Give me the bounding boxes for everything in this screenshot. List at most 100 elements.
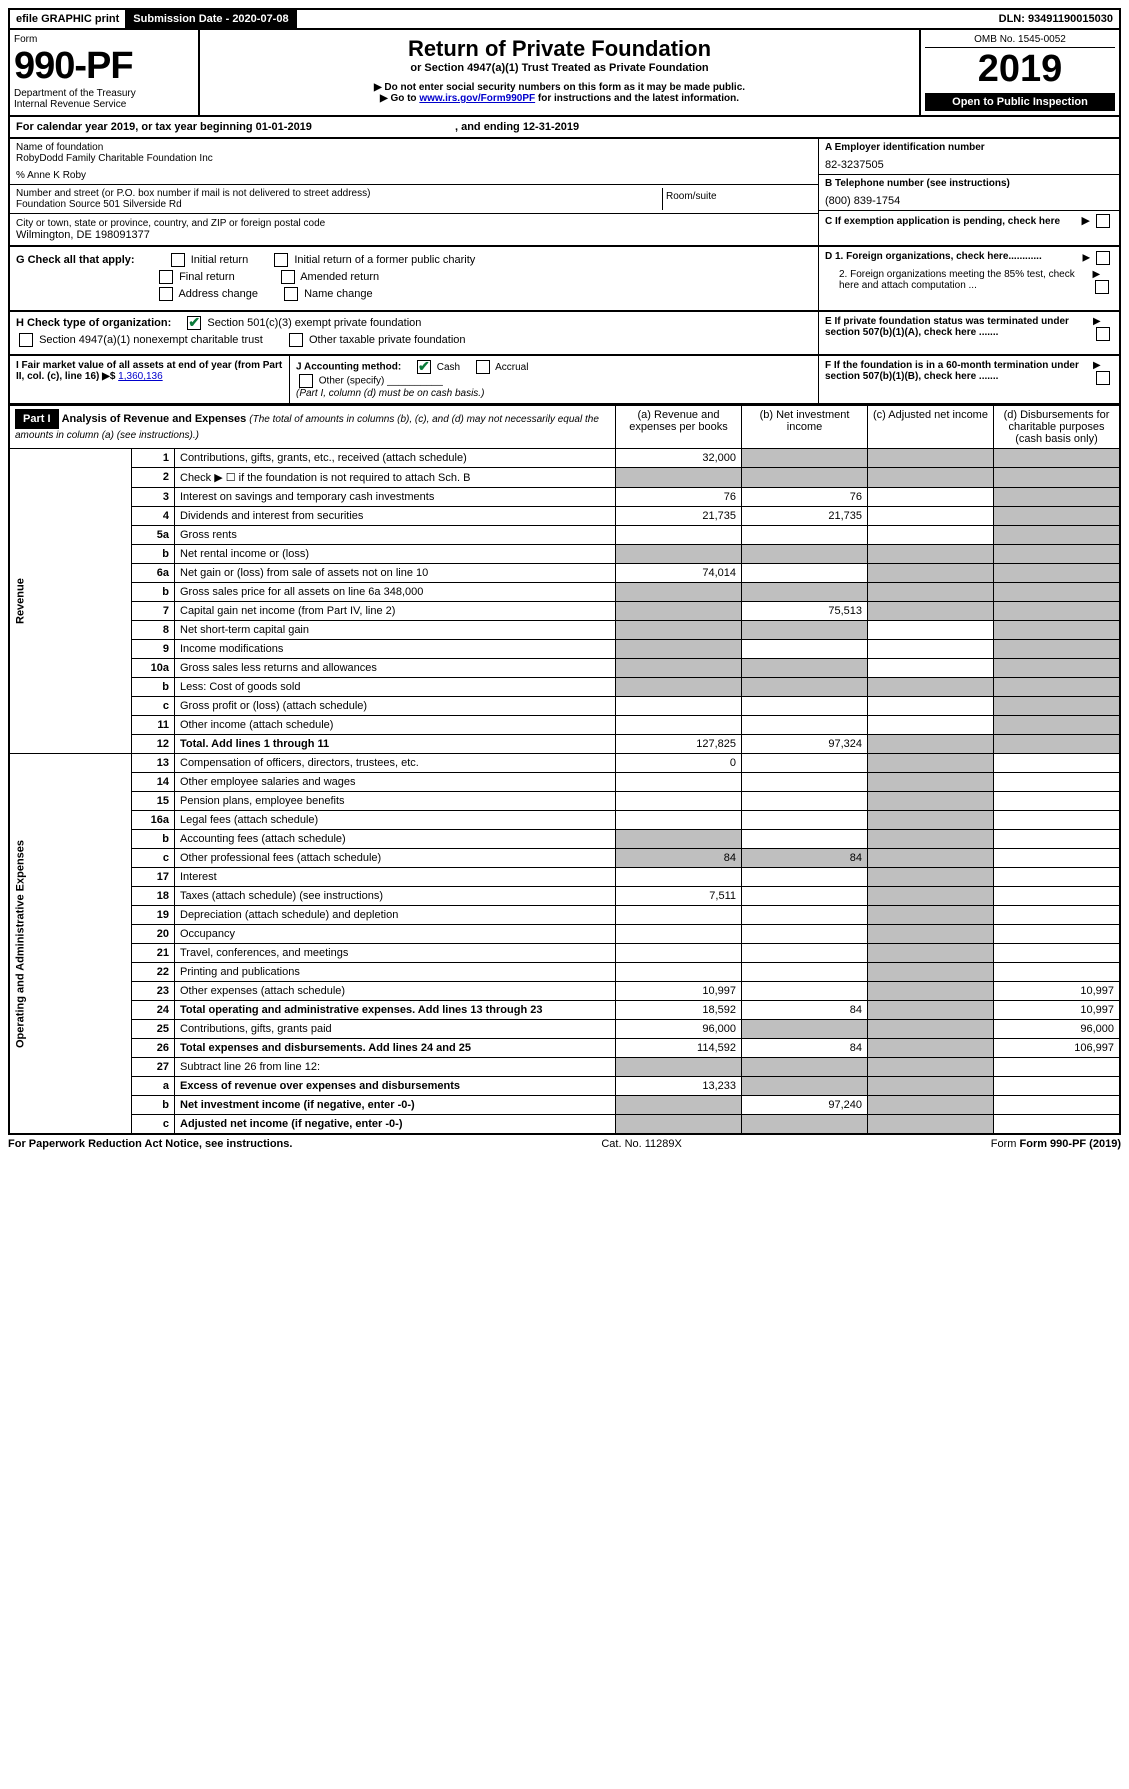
cell-value — [742, 697, 868, 716]
room-label: Room/suite — [662, 188, 812, 210]
table-row: 26Total expenses and disbursements. Add … — [9, 1039, 1120, 1058]
col-d-head: (d) Disbursements for charitable purpose… — [994, 406, 1121, 449]
table-row: 11Other income (attach schedule) — [9, 716, 1120, 735]
cell-value — [868, 1058, 994, 1077]
cell-value — [994, 963, 1121, 982]
cell-value — [616, 659, 742, 678]
cell-value: 84 — [616, 849, 742, 868]
cell-value: 10,997 — [994, 1001, 1121, 1020]
submission-date: Submission Date - 2020-07-08 — [127, 10, 296, 28]
row-num: 1 — [132, 449, 175, 468]
cell-value — [994, 697, 1121, 716]
cell-value — [994, 868, 1121, 887]
cell-value — [994, 849, 1121, 868]
table-row: aExcess of revenue over expenses and dis… — [9, 1077, 1120, 1096]
efile-label: efile GRAPHIC print — [10, 10, 127, 28]
cell-value — [868, 545, 994, 564]
cell-value — [868, 1001, 994, 1020]
row-num: b — [132, 583, 175, 602]
j-accrual-checkbox[interactable] — [476, 360, 490, 374]
cell-value — [868, 716, 994, 735]
row-desc: Other expenses (attach schedule) — [175, 982, 616, 1001]
cell-value — [616, 545, 742, 564]
cell-value — [616, 640, 742, 659]
j-cash-checkbox[interactable] — [417, 360, 431, 374]
cell-value — [616, 678, 742, 697]
row-desc: Dividends and interest from securities — [175, 507, 616, 526]
h-4947-checkbox[interactable] — [19, 333, 33, 347]
name-block: Name of foundation RobyDodd Family Chari… — [10, 139, 819, 245]
row-num: 22 — [132, 963, 175, 982]
row-num: 19 — [132, 906, 175, 925]
cell-value: 84 — [742, 1039, 868, 1058]
f-checkbox[interactable] — [1096, 371, 1110, 385]
g-block: G Check all that apply: Initial return I… — [10, 247, 819, 310]
cell-value: 96,000 — [994, 1020, 1121, 1039]
row-desc: Gross rents — [175, 526, 616, 545]
row-desc: Printing and publications — [175, 963, 616, 982]
g-initial-checkbox[interactable] — [171, 253, 185, 267]
g-name-checkbox[interactable] — [284, 287, 298, 301]
table-row: 19Depreciation (attach schedule) and dep… — [9, 906, 1120, 925]
d2-checkbox[interactable] — [1095, 280, 1109, 294]
row-desc: Income modifications — [175, 640, 616, 659]
row-num: c — [132, 849, 175, 868]
cell-value — [868, 583, 994, 602]
cell-value — [868, 754, 994, 773]
i-value[interactable]: 1,360,136 — [118, 371, 163, 382]
h-501c3-checkbox[interactable] — [187, 316, 201, 330]
footer-mid: Cat. No. 11289X — [601, 1138, 682, 1150]
d1-checkbox[interactable] — [1096, 251, 1110, 265]
row-desc: Accounting fees (attach schedule) — [175, 830, 616, 849]
row-desc: Gross profit or (loss) (attach schedule) — [175, 697, 616, 716]
right-info: A Employer identification number 82-3237… — [819, 139, 1119, 245]
cell-value: 114,592 — [616, 1039, 742, 1058]
cell-value — [616, 1115, 742, 1134]
g-final-checkbox[interactable] — [159, 270, 173, 284]
table-row: 27Subtract line 26 from line 12: — [9, 1058, 1120, 1077]
cell-value — [994, 811, 1121, 830]
row-num: c — [132, 697, 175, 716]
row-num: 24 — [132, 1001, 175, 1020]
table-row: bNet rental income or (loss) — [9, 545, 1120, 564]
g-initial-former-checkbox[interactable] — [274, 253, 288, 267]
cell-value — [616, 773, 742, 792]
cell-value — [616, 1058, 742, 1077]
e-checkbox[interactable] — [1096, 327, 1110, 341]
cell-value: 97,324 — [742, 735, 868, 754]
row-desc: Capital gain net income (from Part IV, l… — [175, 602, 616, 621]
calendar-year-row: For calendar year 2019, or tax year begi… — [8, 117, 1121, 139]
cell-value — [994, 773, 1121, 792]
g-address-checkbox[interactable] — [159, 287, 173, 301]
cell-value — [616, 583, 742, 602]
h-other-checkbox[interactable] — [289, 333, 303, 347]
cell-value — [742, 887, 868, 906]
cell-value: 96,000 — [616, 1020, 742, 1039]
cell-value — [994, 1058, 1121, 1077]
c-arrow: ▶ — [1081, 214, 1113, 228]
row-desc: Depreciation (attach schedule) and deple… — [175, 906, 616, 925]
header-center: Return of Private Foundation or Section … — [200, 30, 919, 115]
cell-value: 84 — [742, 1001, 868, 1020]
cell-value — [994, 488, 1121, 507]
c-checkbox[interactable] — [1096, 214, 1110, 228]
j-other-checkbox[interactable] — [299, 374, 313, 388]
cell-value — [868, 640, 994, 659]
row-num: 9 — [132, 640, 175, 659]
cell-value: 10,997 — [994, 982, 1121, 1001]
ij-block: I Fair market value of all assets at end… — [10, 356, 819, 403]
cell-value — [868, 944, 994, 963]
g-amended-checkbox[interactable] — [281, 270, 295, 284]
form-link[interactable]: www.irs.gov/Form990PF — [419, 93, 535, 104]
row-desc: Total expenses and disbursements. Add li… — [175, 1039, 616, 1058]
cell-value — [868, 507, 994, 526]
j-accrual: Accrual — [495, 362, 528, 373]
cell-value — [868, 849, 994, 868]
row-desc: Legal fees (attach schedule) — [175, 811, 616, 830]
cell-value — [616, 621, 742, 640]
row-desc: Net gain or (loss) from sale of assets n… — [175, 564, 616, 583]
table-row: 17Interest — [9, 868, 1120, 887]
row-num: 3 — [132, 488, 175, 507]
e-label: E If private foundation status was termi… — [825, 316, 1093, 350]
footer-right: Form Form 990-PF (2019) — [991, 1138, 1121, 1150]
